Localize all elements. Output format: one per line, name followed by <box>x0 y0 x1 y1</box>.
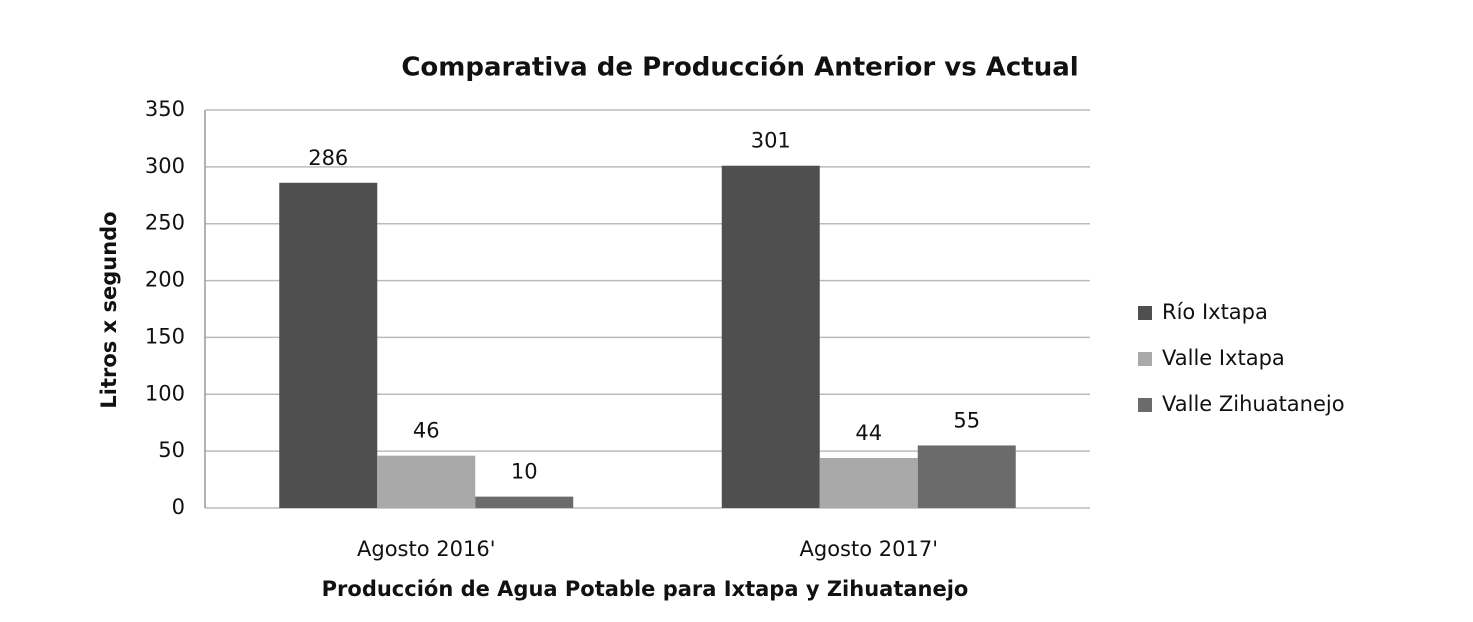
data-label: 46 <box>413 419 440 443</box>
y-tick-label: 50 <box>158 438 185 462</box>
y-tick-label: 200 <box>145 268 185 292</box>
data-label: 286 <box>308 146 348 170</box>
x-axis-label: Producción de Agua Potable para Ixtapa y… <box>322 577 969 601</box>
bar <box>917 445 1016 508</box>
y-tick-label: 300 <box>145 154 185 178</box>
legend-label: Valle Ixtapa <box>1162 346 1285 370</box>
y-tick-label: 150 <box>145 324 185 348</box>
bar <box>279 182 378 508</box>
legend-swatch <box>1138 352 1152 366</box>
bar <box>721 165 820 508</box>
bar <box>377 455 476 508</box>
legend-swatch <box>1138 398 1152 412</box>
y-axis-label: Litros x segundo <box>97 211 121 408</box>
legend-swatch <box>1138 306 1152 320</box>
y-tick-label: 100 <box>145 381 185 405</box>
x-tick-label: Agosto 2016' <box>357 537 495 561</box>
data-label: 301 <box>751 129 791 153</box>
data-label: 44 <box>855 421 882 445</box>
y-tick-label: 350 <box>145 97 185 121</box>
data-label: 10 <box>511 460 538 484</box>
x-tick-label: Agosto 2017' <box>800 537 938 561</box>
y-tick-label: 250 <box>145 211 185 235</box>
data-label: 55 <box>953 408 980 432</box>
legend-label: Valle Zihuatanejo <box>1162 392 1345 416</box>
chart-title: Comparativa de Producción Anterior vs Ac… <box>401 53 1078 83</box>
bar <box>819 457 918 508</box>
bar <box>475 496 574 508</box>
legend-label: Río Ixtapa <box>1162 300 1268 324</box>
y-tick-label: 0 <box>172 495 185 519</box>
